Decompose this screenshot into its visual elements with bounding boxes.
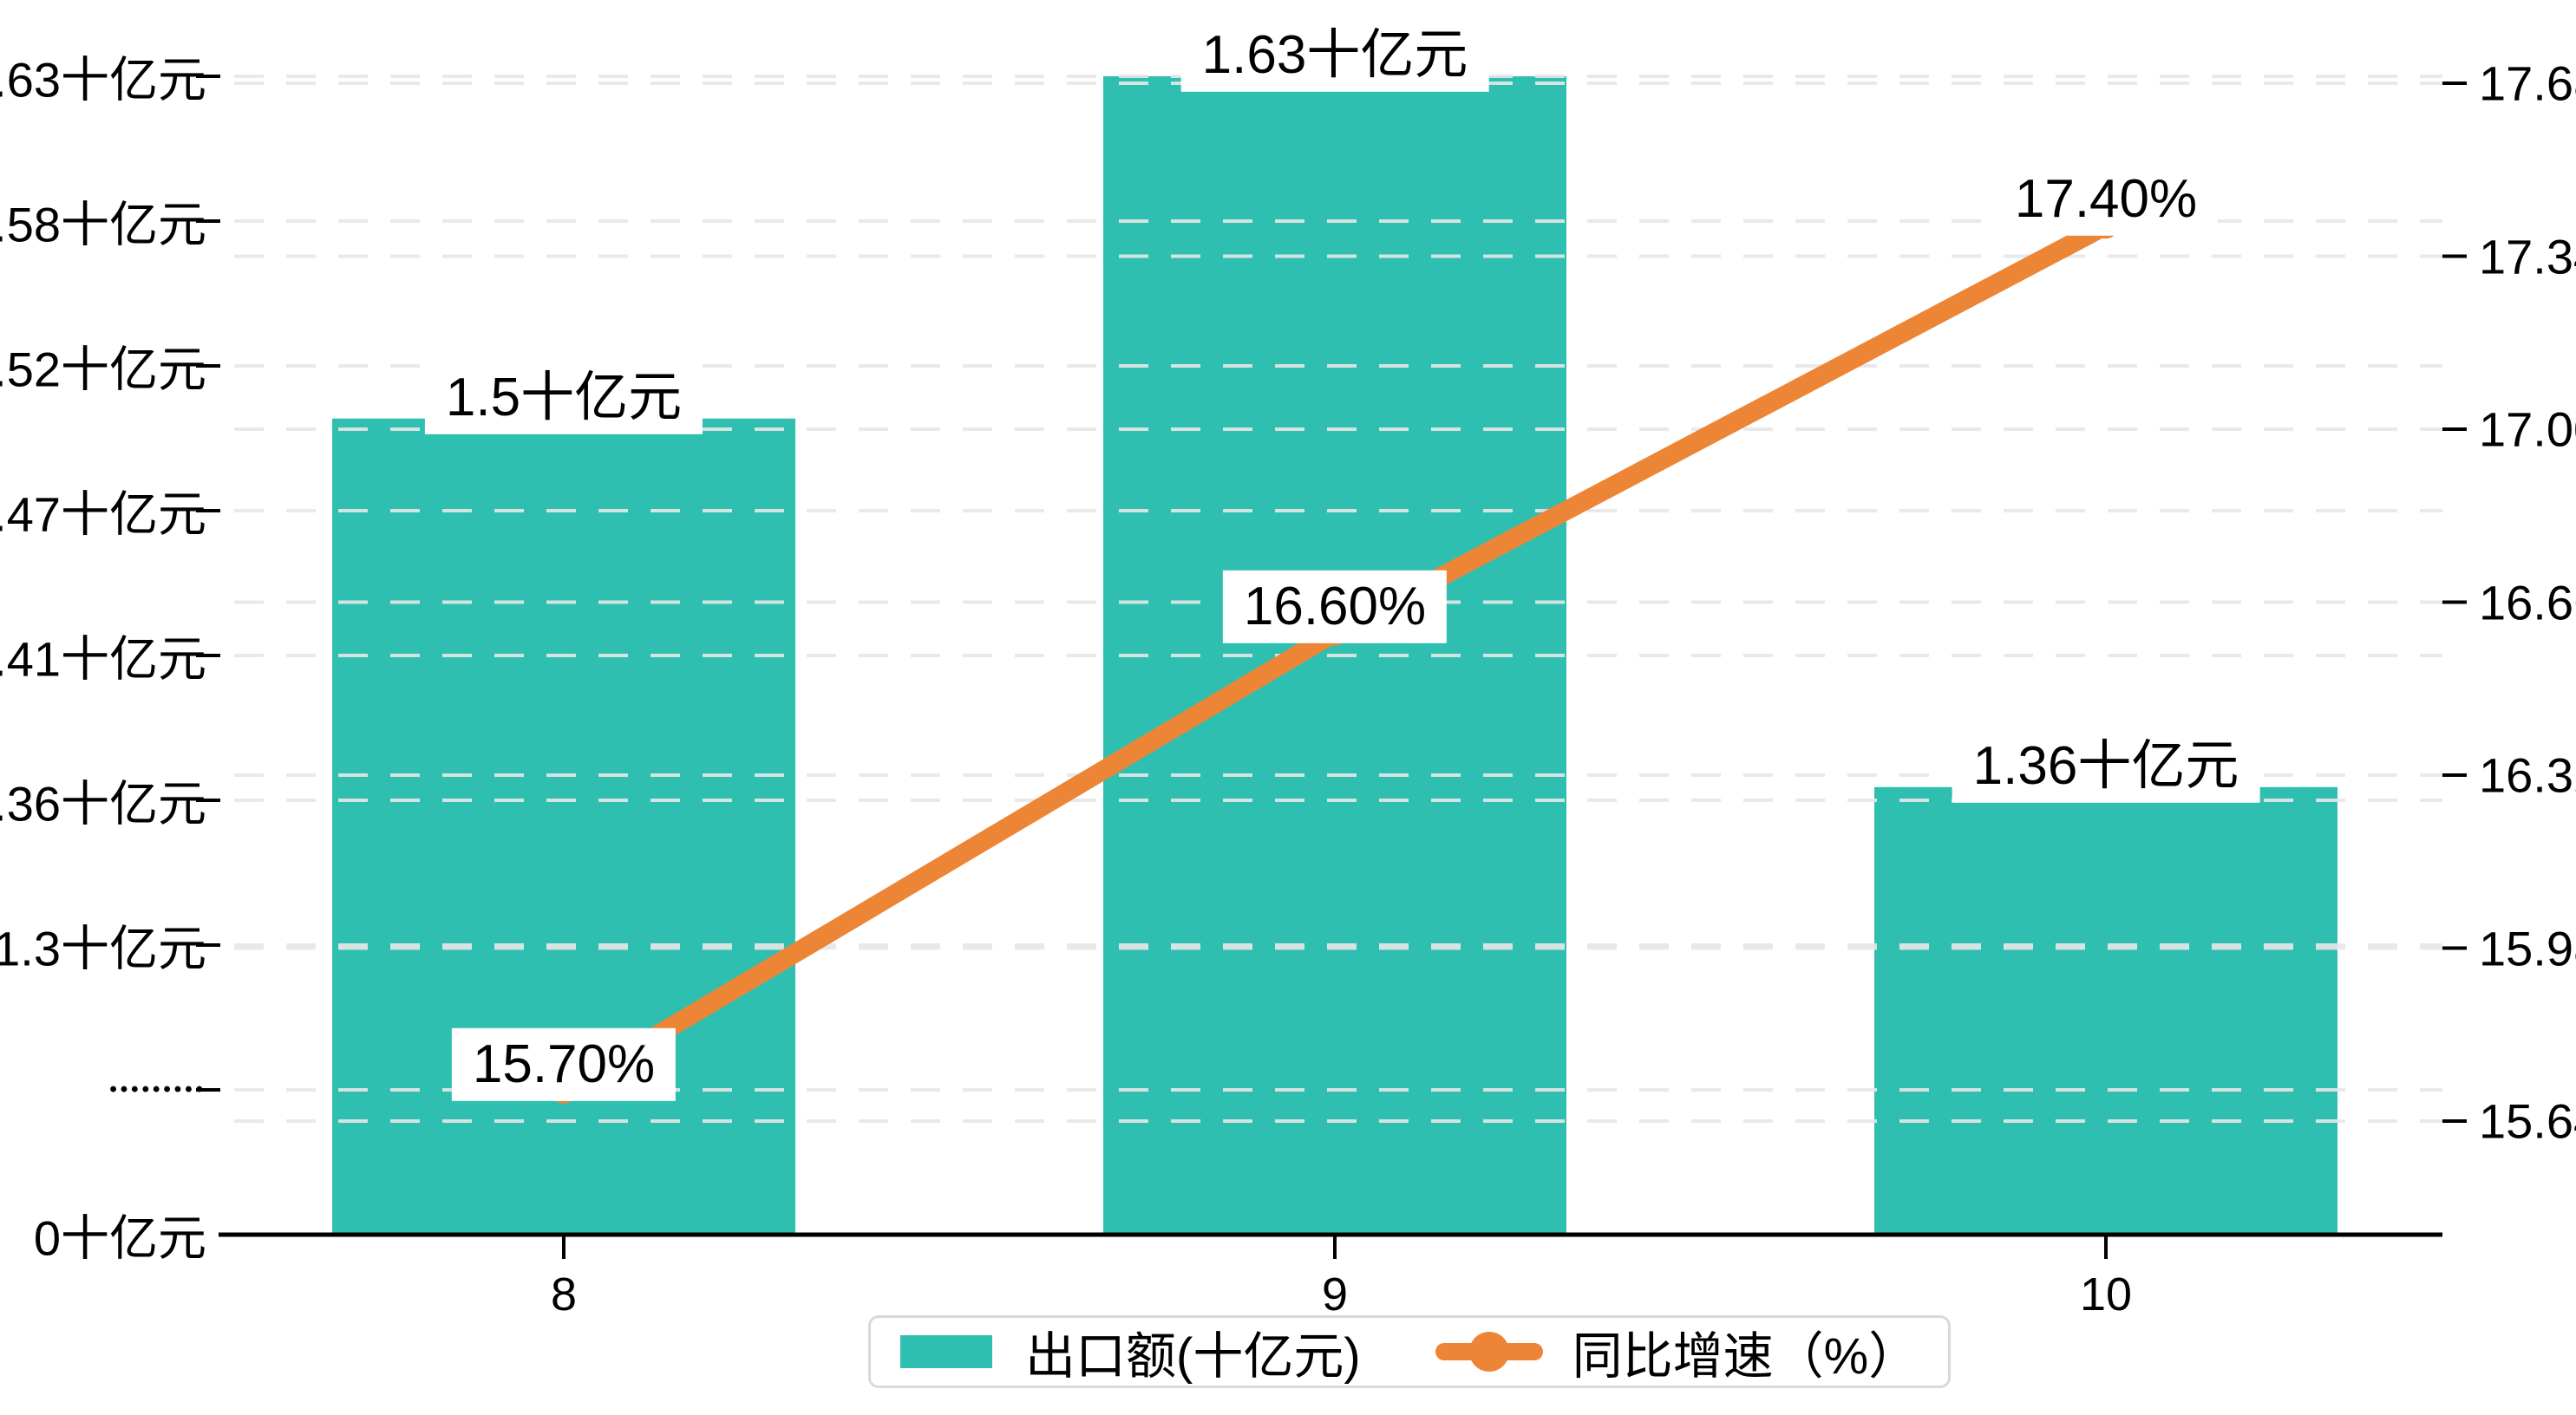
bar-value-label: 1.36十亿元	[1952, 729, 2260, 803]
line-value-label: 17.40%	[1993, 163, 2219, 237]
left-axis-tick-label: 1.58十亿元	[0, 197, 206, 252]
left-axis-tick-label: 1.36十亿元	[0, 776, 206, 831]
left-axis-tick-label: 1.52十亿元	[0, 342, 206, 397]
x-axis-tick-label: 8	[550, 1268, 578, 1320]
right-axis-tick-label: 16.32	[2479, 747, 2576, 803]
left-axis-tick-label: 1.63十亿元	[0, 52, 206, 108]
bar-legend-label: 出口额(十亿元)	[1025, 1328, 1361, 1385]
left-axis-tick-label: 1.47十亿元	[0, 486, 206, 542]
left-axis-tick-label: 1.3十亿元	[0, 921, 206, 976]
line-legend-marker-icon	[1435, 1343, 1543, 1360]
line-value-label: 15.70%	[451, 1027, 677, 1101]
bar-10	[1874, 786, 2337, 1235]
bar-value-label: 1.5十亿元	[424, 361, 703, 434]
right-axis-tick-label: 17.68	[2479, 55, 2576, 111]
line-legend-label: 同比增速（%）	[1572, 1328, 1919, 1385]
bar-legend-swatch-icon	[900, 1335, 992, 1368]
left-axis-tick-label: 1.41十亿元	[0, 631, 206, 687]
x-axis-tick-label: 9	[1321, 1268, 1349, 1320]
right-axis-tick-label: 16.66	[2479, 575, 2576, 629]
right-axis-tick-label: 17.00	[2479, 401, 2576, 457]
left-axis-break-label: •••••••••	[109, 1078, 206, 1101]
line-value-label: 16.60%	[1222, 570, 1448, 643]
right-axis-tick-label: 15.98	[2479, 921, 2576, 975]
legend: 出口额(十亿元) 同比增速（%）	[868, 1315, 1952, 1388]
bar-value-label: 1.63十亿元	[1180, 18, 1489, 92]
right-axis-tick-label: 15.64	[2479, 1093, 2576, 1149]
right-axis-tick-label: 17.34	[2479, 229, 2576, 284]
bar-8	[332, 418, 795, 1235]
x-axis-tick-label: 10	[2079, 1268, 2133, 1320]
left-axis-tick-label: 0十亿元	[33, 1210, 206, 1266]
